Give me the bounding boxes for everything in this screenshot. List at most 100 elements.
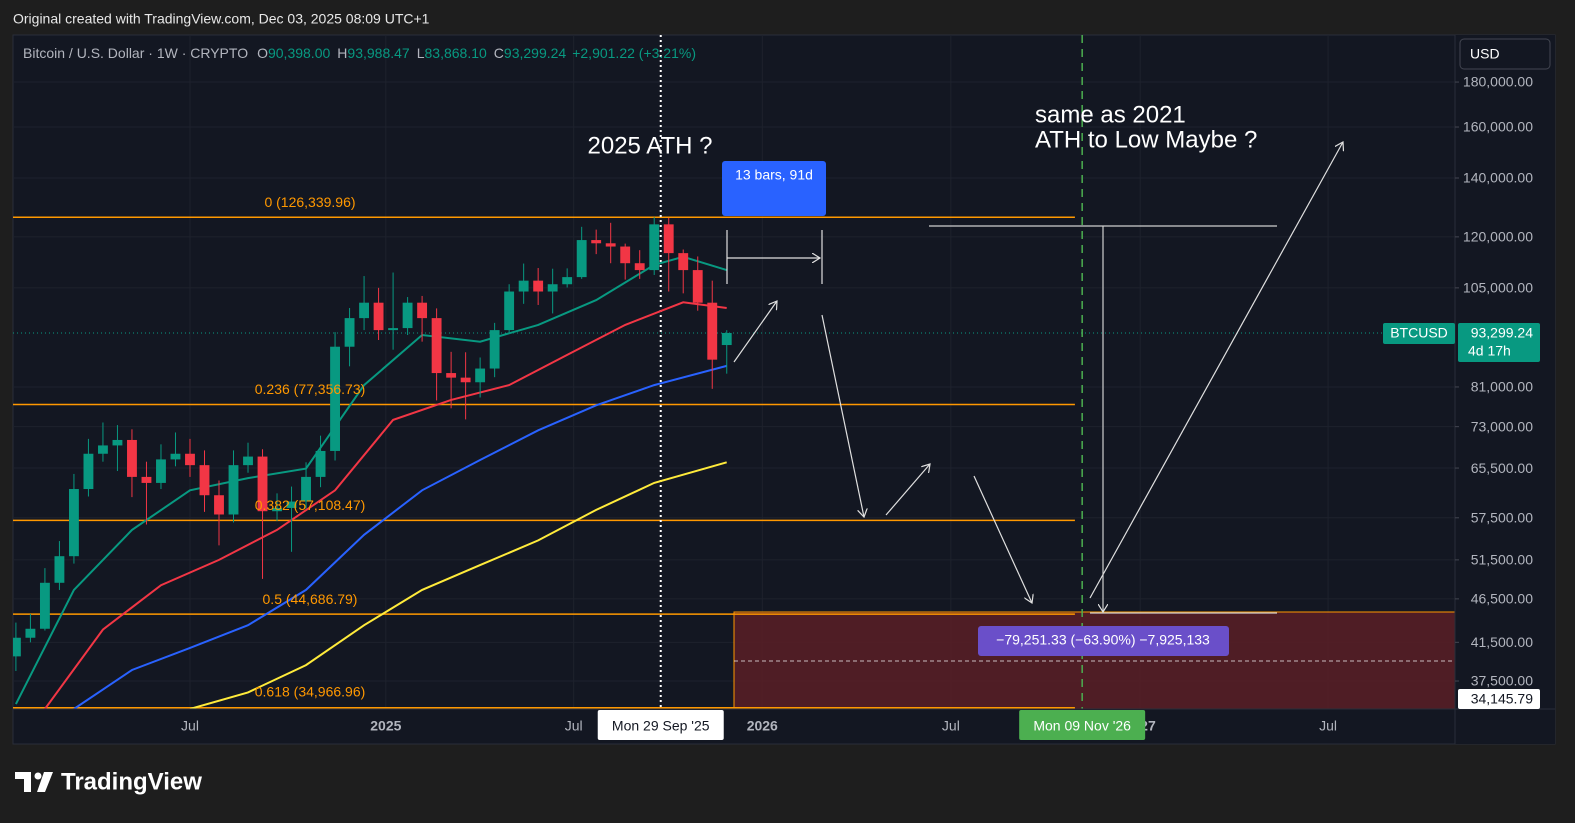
- candle-body: [475, 368, 486, 383]
- x-tick-label: Jul: [1319, 718, 1337, 734]
- candle-body: [605, 243, 616, 247]
- candle-body: [518, 280, 529, 292]
- candle-body: [649, 224, 660, 271]
- fib-label: 0.618 (34,966.96): [255, 684, 366, 700]
- moving-average: [73, 364, 727, 709]
- logo-mark: [37, 772, 53, 792]
- candle-body: [431, 318, 442, 374]
- arrow: [1089, 142, 1343, 599]
- candle-body: [156, 459, 166, 483]
- symbol-tag: [1383, 322, 1455, 344]
- x-tick-label: Jul: [942, 718, 960, 734]
- measure-label-box: [978, 626, 1229, 656]
- date-range-box: [722, 161, 826, 216]
- candle-body: [199, 465, 210, 496]
- measure-label: −79,251.33 (−63.90%) −7,925,133: [996, 632, 1210, 648]
- candle-body: [344, 318, 355, 347]
- legend-key: L: [417, 45, 425, 61]
- legend-key: O: [257, 45, 268, 61]
- legend-change: +2,901.22 (+3.21%): [572, 45, 696, 61]
- last-price-tag: [1458, 322, 1540, 362]
- candle-body: [620, 246, 631, 264]
- candle-body: [533, 280, 544, 292]
- candle-body: [68, 489, 79, 557]
- candle-body: [707, 302, 718, 360]
- ohlc-legend: Bitcoin / U.S. Dollar · 1W · CRYPTO O90,3…: [23, 45, 696, 61]
- currency[interactable]: USD: [1470, 46, 1500, 62]
- marker-date-tag: [597, 710, 724, 740]
- arrow: [885, 464, 930, 516]
- logo: TradingView: [15, 768, 202, 795]
- y-tick-label: 180,000.00: [1463, 74, 1533, 90]
- y-tick-label: 105,000.00: [1463, 280, 1533, 296]
- candle-body: [170, 453, 181, 460]
- y-tick-label: 46,500.00: [1471, 591, 1533, 607]
- candle-body: [54, 556, 65, 583]
- legend-value: 93,299.24: [504, 45, 566, 61]
- legend-value: 83,868.10: [425, 45, 487, 61]
- crosshair-tag: [1458, 689, 1540, 709]
- countdown-label: 4d 17h: [1468, 343, 1511, 359]
- legend-value: 93,988.47: [347, 45, 409, 61]
- legend-key: H: [337, 45, 347, 61]
- candle-body: [257, 456, 268, 512]
- candle-body: [83, 453, 94, 490]
- date-range-label: 13 bars, 91d: [735, 167, 813, 183]
- candle-body: [634, 263, 645, 271]
- candle-body: [562, 277, 573, 285]
- candle-body: [721, 332, 732, 346]
- y-tick-label: 81,000.00: [1471, 379, 1533, 395]
- grid: [13, 35, 1455, 709]
- note: ATH to Low Maybe ?: [1035, 126, 1257, 153]
- candle-body: [286, 501, 297, 508]
- y-tick-label: 65,500.00: [1471, 460, 1533, 476]
- y-tick-label: 160,000.00: [1463, 119, 1533, 135]
- candle-body: [185, 453, 195, 466]
- marker-date-tag: [1019, 710, 1146, 740]
- marker-date-label: Mon 09 Nov '26: [1033, 718, 1131, 734]
- candle-body: [663, 224, 674, 254]
- candle-body: [692, 270, 703, 303]
- candle-body: [547, 284, 558, 292]
- ath-note: 2025 ATH ?: [588, 132, 713, 159]
- candle-body: [141, 476, 152, 483]
- crosshair-label: 34,145.79: [1471, 691, 1533, 707]
- candle-body: [112, 439, 123, 446]
- candle-body: [214, 495, 224, 515]
- x-tick-label: 2026: [747, 718, 778, 734]
- candle-body: [98, 445, 108, 454]
- currency-button[interactable]: [1459, 38, 1551, 70]
- candle-body: [504, 291, 515, 331]
- candle-body: [330, 346, 340, 451]
- logo-text: TradingView: [61, 768, 202, 795]
- arrow: [973, 475, 1032, 603]
- y-tick-label: 120,000.00: [1463, 229, 1533, 245]
- arrow: [733, 301, 777, 363]
- candle-body: [489, 330, 500, 369]
- candle-body: [39, 582, 50, 629]
- fib-label: 0.236 (77,356.73): [255, 381, 366, 397]
- moving-average: [44, 301, 727, 709]
- candle-body: [678, 253, 689, 271]
- symbol-tag-label: BTCUSD: [1390, 325, 1448, 341]
- candle-body: [13, 637, 21, 657]
- y-tick-label: 57,500.00: [1471, 510, 1533, 526]
- candle-body: [243, 456, 253, 466]
- drawings: [726, 142, 1343, 614]
- logo-mark: [15, 772, 31, 792]
- y-tick-label: 37,500.00: [1471, 673, 1533, 689]
- moving-average: [15, 255, 727, 705]
- legend-key: C: [494, 45, 504, 61]
- candle-body: [417, 302, 428, 319]
- candle-body: [446, 373, 457, 378]
- last-price-label: 93,299.24: [1471, 325, 1533, 341]
- fib-label: 0.5 (44,686.79): [263, 591, 358, 607]
- arrow: [821, 314, 864, 517]
- candle-body: [373, 302, 384, 331]
- fib-label: 0 (126,339.96): [264, 194, 355, 210]
- x-tick-label: Jul: [181, 718, 199, 734]
- credit: Original created with TradingView.com, D…: [13, 11, 430, 27]
- x-tick-label: Jul: [565, 718, 583, 734]
